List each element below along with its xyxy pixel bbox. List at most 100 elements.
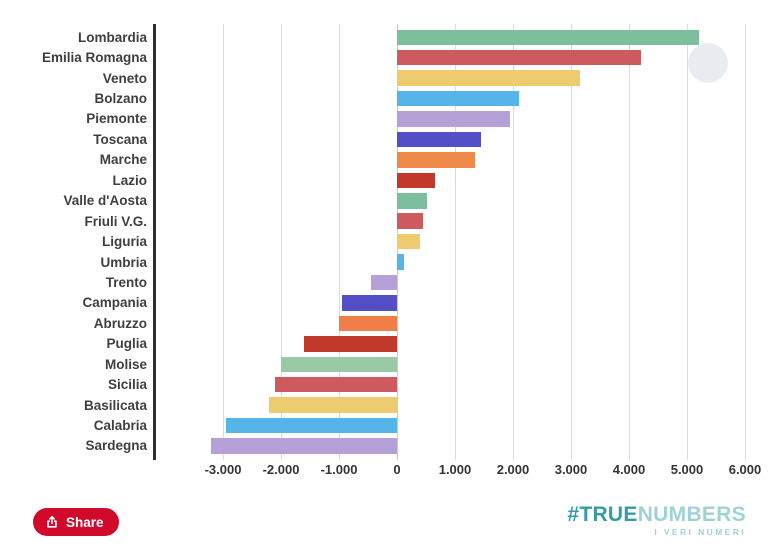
bar-track — [160, 231, 756, 251]
category-label: Emilia Romagna — [41, 50, 147, 66]
category-label: Sicilia — [107, 377, 147, 393]
bar-track — [160, 252, 756, 272]
chart-row: Toscana — [0, 129, 756, 149]
chart-row: Molise — [0, 354, 756, 374]
category-label: Abruzzo — [93, 315, 147, 331]
chart-row: Basilicata — [0, 395, 756, 415]
chart-row: Friuli V.G. — [0, 211, 756, 231]
share-button[interactable]: Share — [33, 508, 119, 536]
chart-row: Veneto — [0, 68, 756, 88]
bar-track — [160, 334, 756, 354]
category-label: Calabria — [93, 418, 147, 434]
bar-emilia-romagna[interactable] — [397, 49, 641, 66]
category-label: Puglia — [106, 336, 147, 352]
watermark-circle — [688, 43, 728, 83]
bar-track — [160, 313, 756, 333]
category-label: Toscana — [93, 131, 147, 147]
bar-track — [160, 27, 756, 47]
bar-sardegna[interactable] — [211, 438, 397, 454]
gridline — [455, 24, 456, 460]
category-label: Basilicata — [83, 397, 147, 413]
category-label: Trento — [105, 274, 147, 290]
chart-row: Bolzano — [0, 88, 756, 108]
bar-campania[interactable] — [341, 295, 397, 311]
category-label: Marche — [99, 152, 147, 168]
bar-track — [160, 129, 756, 149]
gridline — [339, 24, 340, 460]
bar-piemonte[interactable] — [397, 111, 511, 127]
x-tick-label: -3.000 — [204, 462, 242, 477]
bar-puglia[interactable] — [304, 336, 397, 352]
chart-rows: Lombardia Emilia Romagna Veneto Bolzano Piem… — [0, 27, 756, 456]
category-label: Lazio — [112, 172, 147, 188]
chart-row: Umbria — [0, 252, 756, 272]
y-axis-line — [153, 24, 156, 460]
bar-molise[interactable] — [281, 356, 397, 372]
bar-track — [160, 293, 756, 313]
bar-track — [160, 272, 756, 292]
chart-row: Valle d'Aosta — [0, 191, 756, 211]
bar-track — [160, 354, 756, 374]
chart-row: Lazio — [0, 170, 756, 190]
bar-marche[interactable] — [397, 152, 476, 168]
bar-umbria[interactable] — [397, 254, 404, 270]
chart-row: Liguria — [0, 231, 756, 251]
x-tick-label: 1.000 — [438, 462, 472, 477]
category-label: Piemonte — [86, 111, 147, 127]
x-tick-label: 4.000 — [612, 462, 646, 477]
bar-basilicata[interactable] — [269, 397, 397, 413]
x-tick-label: 0 — [393, 462, 401, 477]
gridline — [281, 24, 282, 460]
gridline — [513, 24, 514, 460]
bar-track — [160, 374, 756, 394]
chart-row: Trento — [0, 272, 756, 292]
x-tick-label: -1.000 — [320, 462, 358, 477]
bar-abruzzo[interactable] — [339, 315, 397, 332]
chart-row: Sardegna — [0, 436, 756, 456]
bar-calabria[interactable] — [225, 417, 397, 434]
bar-lombardia[interactable] — [397, 29, 699, 45]
gridline — [687, 24, 688, 460]
gridline — [571, 24, 572, 460]
bar-track — [160, 47, 756, 67]
bar-bolzano[interactable] — [397, 90, 519, 107]
chart-row: Sicilia — [0, 374, 756, 394]
bar-trento[interactable] — [370, 274, 397, 291]
share-label: Share — [66, 514, 104, 530]
x-tick-label: 5.000 — [670, 462, 704, 477]
x-tick-label: 2.000 — [496, 462, 530, 477]
category-label: Lombardia — [77, 29, 147, 45]
bar-track — [160, 68, 756, 88]
bar-toscana[interactable] — [397, 131, 482, 148]
bar-valle-d-aosta[interactable] — [397, 193, 428, 209]
bar-friuli-v-g[interactable] — [397, 213, 424, 229]
category-label: Veneto — [102, 70, 147, 86]
share-icon — [45, 515, 59, 529]
brand-rest: NUMBERS — [637, 503, 746, 526]
category-label: Campania — [82, 295, 147, 311]
bar-lazio[interactable] — [397, 172, 435, 189]
x-tick-label: 3.000 — [554, 462, 588, 477]
bar-track — [160, 395, 756, 415]
category-label: Valle d'Aosta — [63, 193, 148, 209]
category-label: Sardegna — [85, 438, 147, 454]
brand-wordmark: #TRUENUMBERS — [567, 503, 746, 526]
x-axis-labels: -3.000 -2.000 -1.000 0 1.000 2.000 3.000 4.000 5… — [160, 462, 762, 480]
bar-liguria[interactable] — [397, 233, 420, 250]
bar-sicilia[interactable] — [275, 376, 397, 393]
bar-track — [160, 436, 756, 456]
chart-row: Abruzzo — [0, 313, 756, 333]
gridline — [223, 24, 224, 460]
chart-row: Campania — [0, 293, 756, 313]
category-label: Bolzano — [94, 91, 148, 107]
bar-track — [160, 109, 756, 129]
gridline — [745, 24, 746, 460]
bar-track — [160, 211, 756, 231]
chart-row: Lombardia — [0, 27, 756, 47]
category-label: Liguria — [101, 234, 147, 250]
category-label: Molise — [104, 356, 147, 372]
chart-row: Marche — [0, 150, 756, 170]
bar-track — [160, 150, 756, 170]
bar-veneto[interactable] — [397, 70, 580, 86]
